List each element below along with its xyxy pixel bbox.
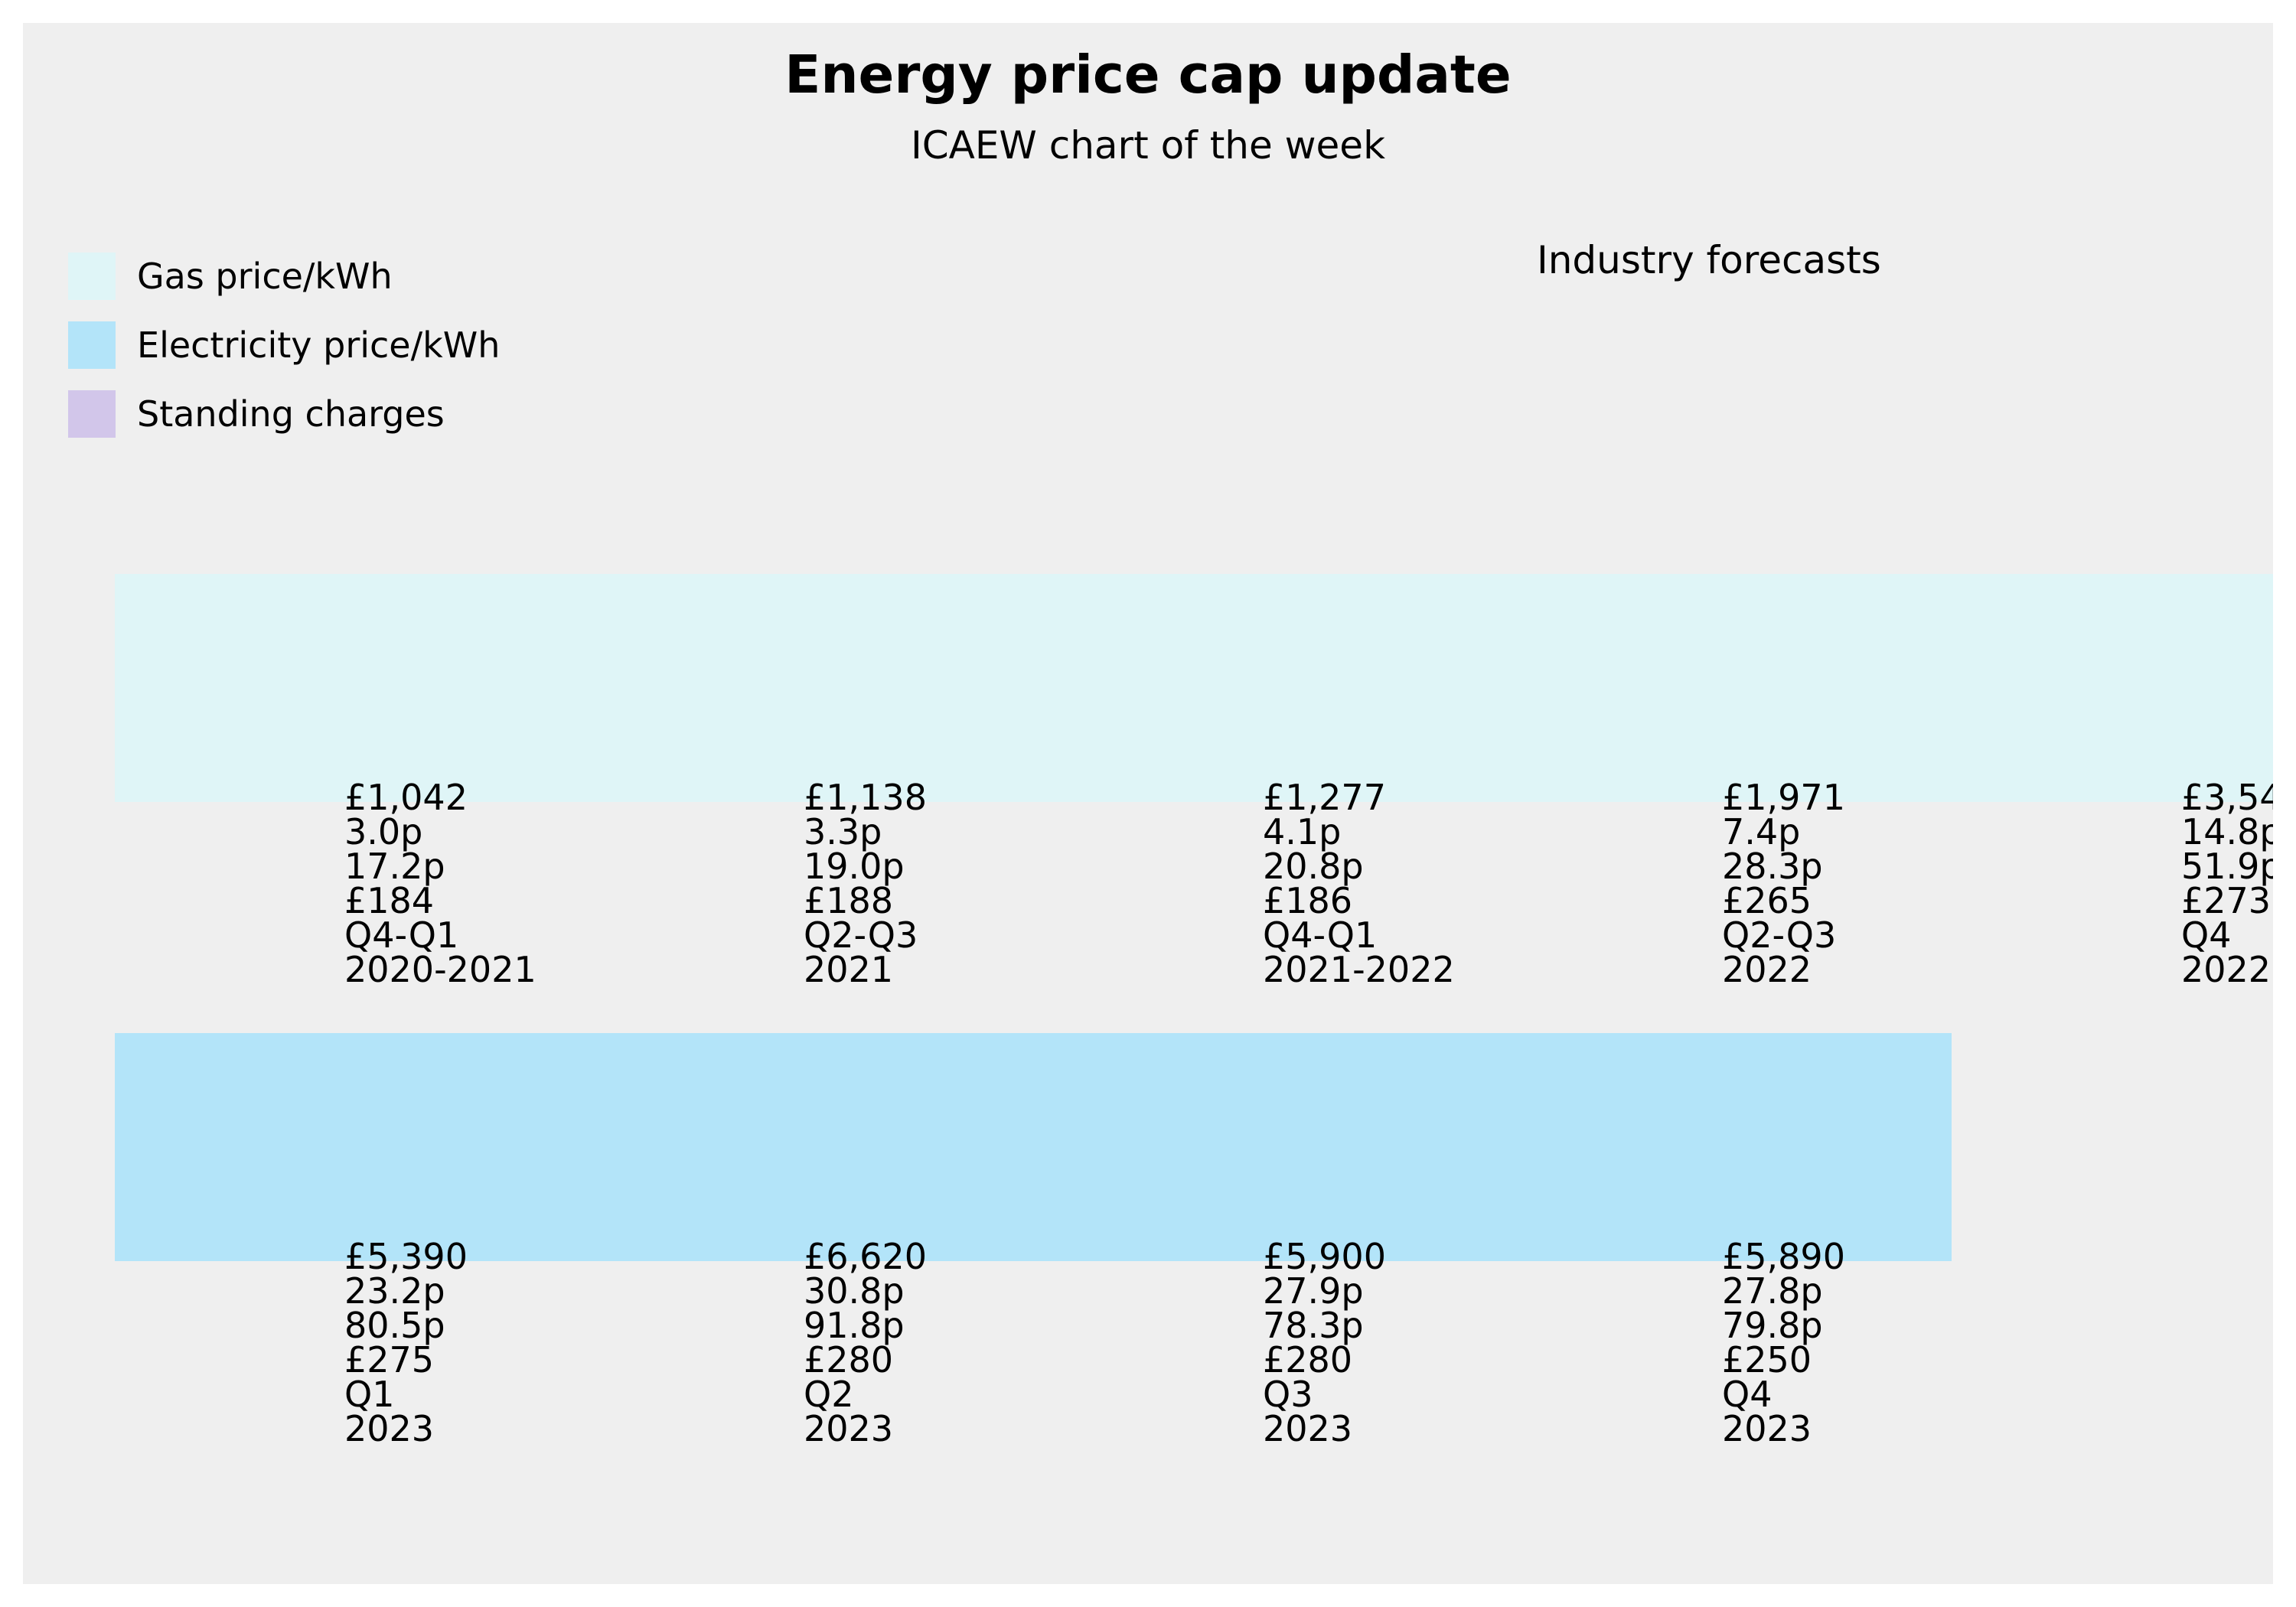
period-standing: £250 xyxy=(1722,1343,1845,1377)
period-gas: 4.1p xyxy=(1263,815,1455,849)
period-gas: 27.8p xyxy=(1722,1274,1845,1309)
period-electricity: 17.2p xyxy=(344,849,536,884)
period-quarter: Q2-Q3 xyxy=(1722,918,1845,953)
period-gas: 3.3p xyxy=(804,815,927,849)
period-electricity: 79.8p xyxy=(1722,1309,1845,1343)
period-column: £1,138 3.3p 19.0p £188 Q2-Q3 2021 xyxy=(804,781,927,987)
period-standing: £188 xyxy=(804,884,927,918)
period-electricity: 20.8p xyxy=(1263,849,1455,884)
period-cap: £6,620 xyxy=(804,1240,927,1274)
period-year: 2022 xyxy=(1722,953,1845,987)
period-standing: £273 xyxy=(2181,884,2273,918)
period-column: £6,620 30.8p 91.8p £280 Q2 2023 xyxy=(804,1240,927,1446)
period-cap: £1,277 xyxy=(1263,781,1455,815)
row-band-gas xyxy=(115,574,2273,802)
period-standing: £275 xyxy=(344,1343,468,1377)
period-cap: £5,390 xyxy=(344,1240,468,1274)
period-quarter: Q4-Q1 xyxy=(344,918,536,953)
period-gas: 3.0p xyxy=(344,815,536,849)
period-quarter: Q4 xyxy=(2181,918,2273,953)
period-column: £5,900 27.9p 78.3p £280 Q3 2023 xyxy=(1263,1240,1386,1446)
period-standing: £184 xyxy=(344,884,536,918)
period-quarter: Q2-Q3 xyxy=(804,918,927,953)
period-year: 2023 xyxy=(1722,1412,1845,1446)
period-electricity: 80.5p xyxy=(344,1309,468,1343)
legend-swatch-gas xyxy=(68,253,116,300)
period-column: £5,890 27.8p 79.8p £250 Q4 2023 xyxy=(1722,1240,1845,1446)
period-standing: £265 xyxy=(1722,884,1845,918)
period-electricity: 28.3p xyxy=(1722,849,1845,884)
period-gas: 30.8p xyxy=(804,1274,927,1309)
period-standing: £186 xyxy=(1263,884,1455,918)
period-quarter: Q3 xyxy=(1263,1377,1386,1412)
period-cap: £1,042 xyxy=(344,781,536,815)
period-column: £1,277 4.1p 20.8p £186 Q4-Q1 2021-2022 xyxy=(1263,781,1455,987)
legend-label-gas: Gas price/kWh xyxy=(137,253,393,300)
period-quarter: Q1 xyxy=(344,1377,468,1412)
legend-label-electricity: Electricity price/kWh xyxy=(137,321,500,369)
legend-swatch-electricity xyxy=(68,321,116,369)
period-gas: 27.9p xyxy=(1263,1274,1386,1309)
period-column: £1,971 7.4p 28.3p £265 Q2-Q3 2022 xyxy=(1722,781,1845,987)
period-standing: £280 xyxy=(1263,1343,1386,1377)
legend-label-standing: Standing charges xyxy=(137,390,445,438)
chart-subtitle: ICAEW chart of the week xyxy=(23,122,2273,168)
chart-title: Energy price cap update xyxy=(23,44,2273,106)
period-gas: 14.8p xyxy=(2181,815,2273,849)
period-electricity: 51.9p xyxy=(2181,849,2273,884)
period-quarter: Q2 xyxy=(804,1377,927,1412)
industry-forecasts-label: Industry forecasts xyxy=(1537,237,1881,283)
period-column: £1,042 3.0p 17.2p £184 Q4-Q1 2020-2021 xyxy=(344,781,536,987)
period-electricity: 78.3p xyxy=(1263,1309,1386,1343)
period-cap: £5,900 xyxy=(1263,1240,1386,1274)
period-gas: 7.4p xyxy=(1722,815,1845,849)
period-quarter: Q4-Q1 xyxy=(1263,918,1455,953)
period-cap: £5,890 xyxy=(1722,1240,1845,1274)
period-cap: £1,971 xyxy=(1722,781,1845,815)
period-column: £5,390 23.2p 80.5p £275 Q1 2023 xyxy=(344,1240,468,1446)
period-quarter: Q4 xyxy=(1722,1377,1845,1412)
period-year: 2023 xyxy=(1263,1412,1386,1446)
legend-swatch-standing xyxy=(68,390,116,438)
period-cap: £3,549 xyxy=(2181,781,2273,815)
period-year: 2021 xyxy=(804,953,927,987)
period-year: 2023 xyxy=(804,1412,927,1446)
chart-panel: Energy price cap update ICAEW chart of t… xyxy=(23,23,2273,1584)
period-electricity: 19.0p xyxy=(804,849,927,884)
period-year: 2023 xyxy=(344,1412,468,1446)
period-cap: £1,138 xyxy=(804,781,927,815)
period-gas: 23.2p xyxy=(344,1274,468,1309)
period-year: 2020-2021 xyxy=(344,953,536,987)
row-band-electricity xyxy=(115,1033,1952,1261)
period-year: 2021-2022 xyxy=(1263,953,1455,987)
period-standing: £280 xyxy=(804,1343,927,1377)
period-electricity: 91.8p xyxy=(804,1309,927,1343)
period-year: 2022 xyxy=(2181,953,2273,987)
